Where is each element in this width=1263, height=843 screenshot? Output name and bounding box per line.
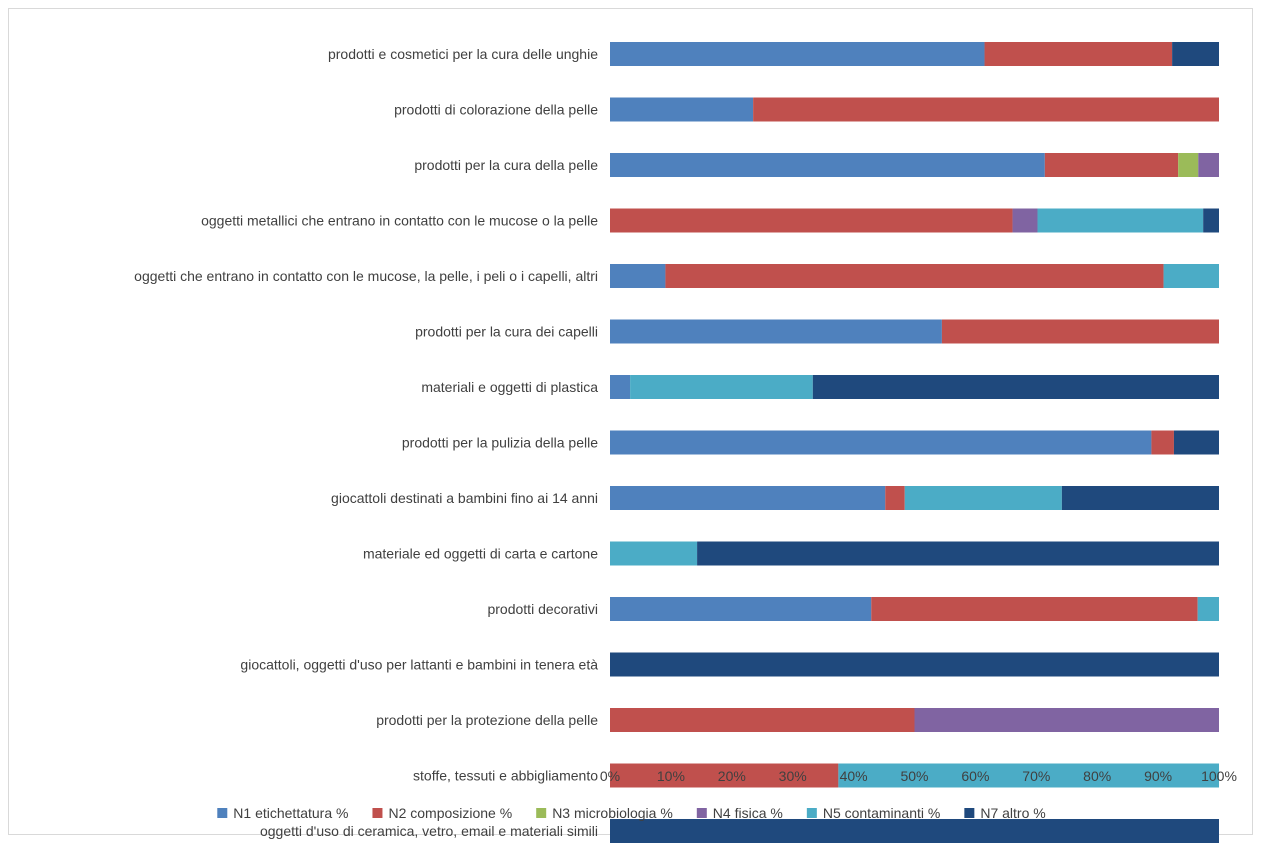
legend-label: N2 composizione % <box>388 805 512 821</box>
bar-segment <box>1198 153 1219 177</box>
x-axis-ticks: 0% 10% 20% 30% 40% 50% 60% 70% 80% 90% 100% <box>600 768 1237 784</box>
x-tick-label: 10% <box>657 768 685 784</box>
bar-segment <box>697 541 1219 566</box>
bar-segment <box>610 264 666 288</box>
legend-label: N4 fisica % <box>713 805 783 821</box>
bar-segment <box>630 375 813 399</box>
bar-segment <box>610 708 915 732</box>
x-tick-label: 30% <box>779 768 807 784</box>
bar-segment <box>665 264 1164 288</box>
legend-label: N3 microbiologia % <box>552 805 673 821</box>
legend: N1 etichettatura % N2 composizione % N3 mi… <box>217 805 1046 821</box>
legend-label: N1 etichettatura % <box>233 805 348 821</box>
bar-segment <box>1037 208 1204 233</box>
bar-segment <box>610 819 1219 843</box>
category-label: stoffe, tessuti e abbigliamento <box>413 768 598 784</box>
bar-segment <box>610 430 1152 455</box>
category-label: materiale ed oggetti di carta e cartone <box>363 546 598 562</box>
legend-swatch <box>964 808 975 818</box>
category-label: prodotti decorativi <box>487 601 598 617</box>
bar-segment <box>1061 486 1219 510</box>
bar-segment <box>1163 264 1219 288</box>
bars <box>610 42 1220 843</box>
bar-segment <box>1044 153 1179 177</box>
bar-segment <box>1172 42 1219 66</box>
bar-segment <box>610 97 754 122</box>
bar-segment <box>914 708 1219 732</box>
x-tick-label: 0% <box>600 768 620 784</box>
category-label: prodotti di colorazione della pelle <box>394 102 598 118</box>
bar-segment <box>610 208 1013 233</box>
chart-frame <box>8 8 1253 835</box>
bar-segment <box>610 153 1045 177</box>
x-tick-label: 100% <box>1201 768 1237 784</box>
bar-segment <box>610 541 698 566</box>
bar-segment <box>610 652 1219 677</box>
bar-segment <box>812 375 1219 399</box>
category-label: oggetti d'uso di ceramica, vetro, email … <box>260 823 598 839</box>
bar-segment <box>984 42 1173 66</box>
legend-label: N5 contaminanti % <box>823 805 941 821</box>
category-label: prodotti per la protezione della pelle <box>376 712 598 728</box>
legend-swatch <box>536 808 547 818</box>
bar-segment <box>1178 153 1199 177</box>
legend-swatch <box>372 808 383 818</box>
bar-segment <box>610 486 886 510</box>
bar-segment <box>941 319 1219 344</box>
bar-segment <box>1173 430 1219 455</box>
bar-segment <box>1197 597 1219 621</box>
legend-swatch <box>806 808 817 818</box>
x-tick-label: 70% <box>1022 768 1050 784</box>
x-tick-label: 50% <box>900 768 928 784</box>
bar-segment <box>904 486 1062 510</box>
x-tick-label: 40% <box>840 768 868 784</box>
x-tick-label: 20% <box>718 768 746 784</box>
category-labels: prodotti e cosmetici per la cura delle u… <box>134 46 598 839</box>
legend-swatch <box>217 808 228 818</box>
category-label: prodotti per la pulizia della pelle <box>402 435 598 451</box>
bar-segment <box>610 763 839 788</box>
category-label: oggetti metallici che entrano in contatt… <box>201 213 598 229</box>
category-label: prodotti e cosmetici per la cura delle u… <box>328 46 598 62</box>
bar-segment <box>610 42 985 66</box>
bar-segment <box>1203 208 1219 233</box>
bar-segment <box>1151 430 1174 455</box>
bar-segment <box>838 763 1220 788</box>
bar-segment <box>610 375 631 399</box>
x-tick-label: 80% <box>1083 768 1111 784</box>
x-tick-label: 60% <box>961 768 989 784</box>
category-label: materiali e oggetti di plastica <box>421 379 598 395</box>
x-tick-label: 90% <box>1144 768 1172 784</box>
bar-segment <box>610 319 942 344</box>
legend-swatch <box>696 808 707 818</box>
bar-segment <box>753 97 1219 122</box>
bar-segment <box>885 486 905 510</box>
category-label: oggetti che entrano in contatto con le m… <box>134 268 598 284</box>
bar-segment <box>610 597 872 621</box>
category-label: prodotti per la cura dei capelli <box>415 324 598 340</box>
category-label: giocattoli destinati a bambini fino ai 1… <box>331 490 598 506</box>
legend-label: N7 altro % <box>980 805 1045 821</box>
category-label: prodotti per la cura della pelle <box>414 157 598 173</box>
bar-segment <box>1012 208 1038 233</box>
category-label: giocattoli, oggetti d'uso per lattanti e… <box>240 657 598 673</box>
bar-segment <box>871 597 1198 621</box>
